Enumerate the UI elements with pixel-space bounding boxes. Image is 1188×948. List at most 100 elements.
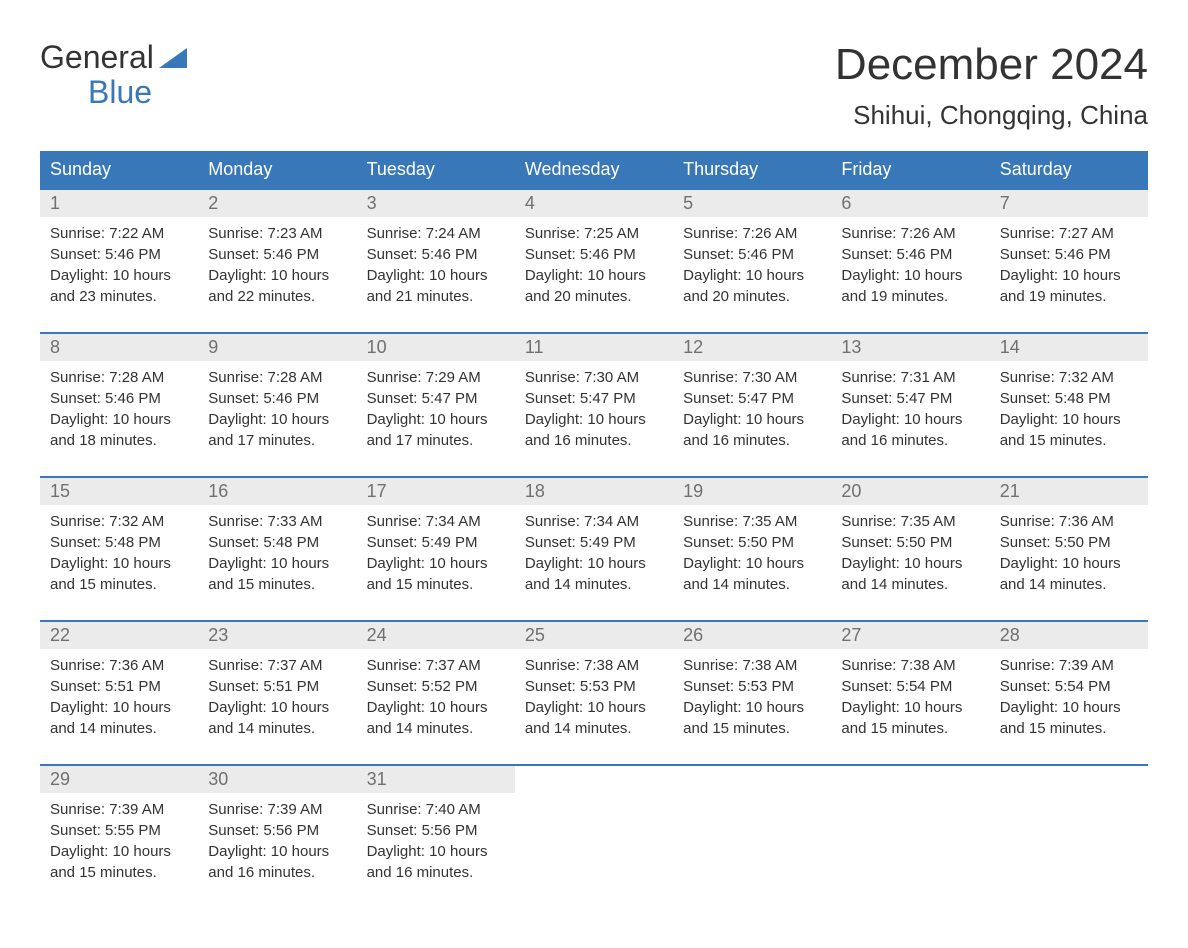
sunset-text: Sunset: 5:46 PM xyxy=(367,244,505,265)
sunset-text: Sunset: 5:46 PM xyxy=(683,244,821,265)
daylight-text-1: Daylight: 10 hours xyxy=(525,553,663,574)
sunrise-text: Sunrise: 7:32 AM xyxy=(50,511,188,532)
sunrise-text: Sunrise: 7:39 AM xyxy=(50,799,188,820)
day-content: Sunrise: 7:27 AMSunset: 5:46 PMDaylight:… xyxy=(990,217,1148,317)
week-row: 8Sunrise: 7:28 AMSunset: 5:46 PMDaylight… xyxy=(40,332,1148,461)
sunrise-text: Sunrise: 7:28 AM xyxy=(208,367,346,388)
day-cell: 1Sunrise: 7:22 AMSunset: 5:46 PMDaylight… xyxy=(40,190,198,317)
daylight-text-1: Daylight: 10 hours xyxy=(208,697,346,718)
daylight-text-2: and 16 minutes. xyxy=(683,430,821,451)
sunset-text: Sunset: 5:47 PM xyxy=(367,388,505,409)
week-row: 22Sunrise: 7:36 AMSunset: 5:51 PMDayligh… xyxy=(40,620,1148,749)
daylight-text-1: Daylight: 10 hours xyxy=(683,265,821,286)
header: General Blue December 2024 Shihui, Chong… xyxy=(40,40,1148,131)
day-content: Sunrise: 7:32 AMSunset: 5:48 PMDaylight:… xyxy=(40,505,198,605)
day-number: 20 xyxy=(831,478,989,505)
sunrise-text: Sunrise: 7:29 AM xyxy=(367,367,505,388)
sunrise-text: Sunrise: 7:36 AM xyxy=(1000,511,1138,532)
day-content: Sunrise: 7:38 AMSunset: 5:53 PMDaylight:… xyxy=(673,649,831,749)
day-cell: 15Sunrise: 7:32 AMSunset: 5:48 PMDayligh… xyxy=(40,478,198,605)
day-cell: 24Sunrise: 7:37 AMSunset: 5:52 PMDayligh… xyxy=(357,622,515,749)
daylight-text-1: Daylight: 10 hours xyxy=(208,841,346,862)
sunset-text: Sunset: 5:46 PM xyxy=(841,244,979,265)
weekday-header: Sunday Monday Tuesday Wednesday Thursday… xyxy=(40,151,1148,188)
day-cell xyxy=(673,766,831,893)
day-number: 10 xyxy=(357,334,515,361)
day-content: Sunrise: 7:39 AMSunset: 5:55 PMDaylight:… xyxy=(40,793,198,893)
daylight-text-2: and 15 minutes. xyxy=(841,718,979,739)
day-number: 1 xyxy=(40,190,198,217)
daylight-text-2: and 15 minutes. xyxy=(683,718,821,739)
daylight-text-2: and 15 minutes. xyxy=(1000,430,1138,451)
weekday-sunday: Sunday xyxy=(40,151,198,188)
day-cell: 28Sunrise: 7:39 AMSunset: 5:54 PMDayligh… xyxy=(990,622,1148,749)
daylight-text-1: Daylight: 10 hours xyxy=(1000,409,1138,430)
sunrise-text: Sunrise: 7:36 AM xyxy=(50,655,188,676)
sunset-text: Sunset: 5:47 PM xyxy=(683,388,821,409)
sunset-text: Sunset: 5:48 PM xyxy=(1000,388,1138,409)
day-cell: 27Sunrise: 7:38 AMSunset: 5:54 PMDayligh… xyxy=(831,622,989,749)
day-number: 25 xyxy=(515,622,673,649)
day-cell: 19Sunrise: 7:35 AMSunset: 5:50 PMDayligh… xyxy=(673,478,831,605)
day-number: 3 xyxy=(357,190,515,217)
day-cell: 20Sunrise: 7:35 AMSunset: 5:50 PMDayligh… xyxy=(831,478,989,605)
day-content: Sunrise: 7:31 AMSunset: 5:47 PMDaylight:… xyxy=(831,361,989,461)
day-number: 9 xyxy=(198,334,356,361)
daylight-text-1: Daylight: 10 hours xyxy=(50,553,188,574)
day-content: Sunrise: 7:28 AMSunset: 5:46 PMDaylight:… xyxy=(40,361,198,461)
day-number: 28 xyxy=(990,622,1148,649)
day-cell: 25Sunrise: 7:38 AMSunset: 5:53 PMDayligh… xyxy=(515,622,673,749)
day-content: Sunrise: 7:22 AMSunset: 5:46 PMDaylight:… xyxy=(40,217,198,317)
title-block: December 2024 Shihui, Chongqing, China xyxy=(835,40,1148,131)
daylight-text-2: and 14 minutes. xyxy=(683,574,821,595)
sunset-text: Sunset: 5:49 PM xyxy=(367,532,505,553)
day-cell: 26Sunrise: 7:38 AMSunset: 5:53 PMDayligh… xyxy=(673,622,831,749)
sunset-text: Sunset: 5:50 PM xyxy=(841,532,979,553)
day-content: Sunrise: 7:38 AMSunset: 5:54 PMDaylight:… xyxy=(831,649,989,749)
week-row: 1Sunrise: 7:22 AMSunset: 5:46 PMDaylight… xyxy=(40,188,1148,317)
day-content: Sunrise: 7:35 AMSunset: 5:50 PMDaylight:… xyxy=(673,505,831,605)
day-cell: 29Sunrise: 7:39 AMSunset: 5:55 PMDayligh… xyxy=(40,766,198,893)
day-content: Sunrise: 7:34 AMSunset: 5:49 PMDaylight:… xyxy=(357,505,515,605)
daylight-text-2: and 16 minutes. xyxy=(367,862,505,883)
day-cell: 10 Sunrise: 7:29 AMSunset: 5:47 PMDayligh… xyxy=(357,334,515,461)
day-cell: 3Sunrise: 7:24 AMSunset: 5:46 PMDaylight… xyxy=(357,190,515,317)
day-content: Sunrise: 7:28 AMSunset: 5:46 PMDaylight:… xyxy=(198,361,356,461)
location: Shihui, Chongqing, China xyxy=(835,100,1148,131)
sunset-text: Sunset: 5:56 PM xyxy=(367,820,505,841)
day-number: 4 xyxy=(515,190,673,217)
daylight-text-2: and 18 minutes. xyxy=(50,430,188,451)
daylight-text-1: Daylight: 10 hours xyxy=(1000,265,1138,286)
daylight-text-1: Daylight: 10 hours xyxy=(525,697,663,718)
sunset-text: Sunset: 5:56 PM xyxy=(208,820,346,841)
daylight-text-1: Daylight: 10 hours xyxy=(683,409,821,430)
sunset-text: Sunset: 5:46 PM xyxy=(208,244,346,265)
daylight-text-1: Daylight: 10 hours xyxy=(367,409,505,430)
day-cell xyxy=(515,766,673,893)
day-number: 27 xyxy=(831,622,989,649)
sunrise-text: Sunrise: 7:22 AM xyxy=(50,223,188,244)
daylight-text-1: Daylight: 10 hours xyxy=(50,265,188,286)
daylight-text-1: Daylight: 10 hours xyxy=(525,409,663,430)
sunrise-text: Sunrise: 7:34 AM xyxy=(525,511,663,532)
sunrise-text: Sunrise: 7:38 AM xyxy=(525,655,663,676)
day-number: 30 xyxy=(198,766,356,793)
day-cell xyxy=(831,766,989,893)
sunset-text: Sunset: 5:51 PM xyxy=(50,676,188,697)
sunset-text: Sunset: 5:47 PM xyxy=(841,388,979,409)
daylight-text-2: and 15 minutes. xyxy=(208,574,346,595)
day-cell: 13Sunrise: 7:31 AMSunset: 5:47 PMDayligh… xyxy=(831,334,989,461)
daylight-text-1: Daylight: 10 hours xyxy=(683,553,821,574)
sunset-text: Sunset: 5:46 PM xyxy=(208,388,346,409)
daylight-text-2: and 17 minutes. xyxy=(367,430,505,451)
daylight-text-2: and 14 minutes. xyxy=(525,574,663,595)
day-content: Sunrise: 7:40 AMSunset: 5:56 PMDaylight:… xyxy=(357,793,515,893)
sunset-text: Sunset: 5:54 PM xyxy=(841,676,979,697)
day-number: 2 xyxy=(198,190,356,217)
sunset-text: Sunset: 5:51 PM xyxy=(208,676,346,697)
sunrise-text: Sunrise: 7:26 AM xyxy=(841,223,979,244)
daylight-text-1: Daylight: 10 hours xyxy=(525,265,663,286)
day-number: 12 xyxy=(673,334,831,361)
logo: General Blue xyxy=(40,40,187,110)
daylight-text-2: and 14 minutes. xyxy=(50,718,188,739)
